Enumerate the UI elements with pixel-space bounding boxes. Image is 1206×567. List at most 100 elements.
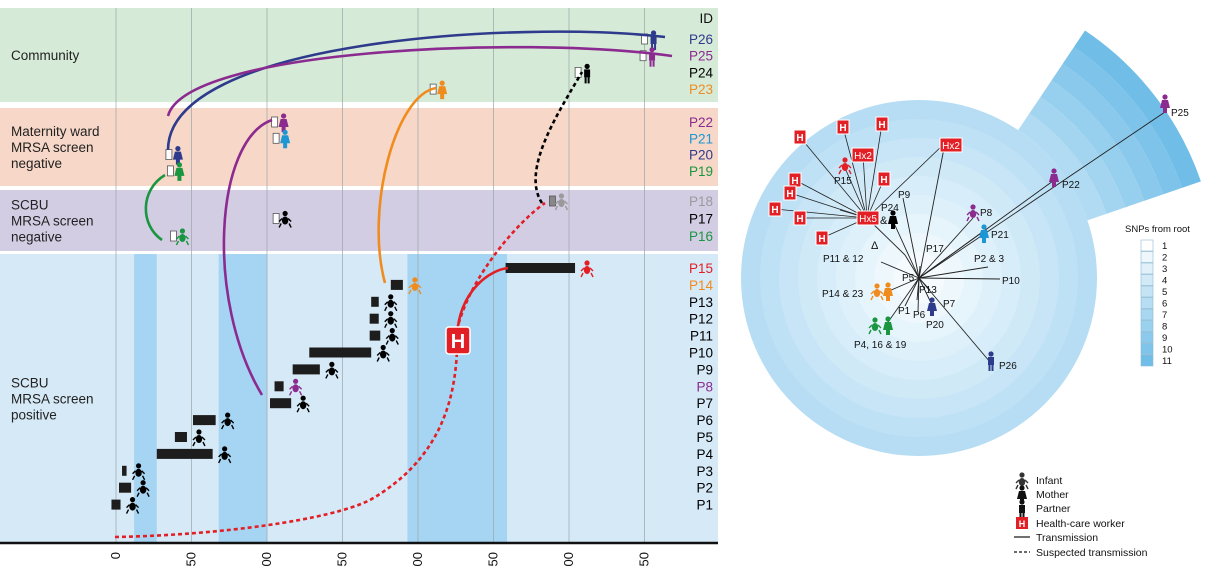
infant-body — [379, 350, 387, 359]
tree-branch — [902, 197, 920, 279]
stay-bar — [369, 330, 381, 341]
tree-branch — [918, 265, 921, 279]
infant-head — [584, 260, 590, 266]
infant-icon — [408, 277, 422, 295]
sample-marker — [170, 230, 177, 242]
snp-wedge-band — [1029, 96, 1126, 214]
partner-torso — [650, 36, 657, 44]
band-label: SCBU — [11, 376, 49, 391]
infant-limbs — [192, 436, 206, 447]
tree-node-label: P2 & 3 — [974, 254, 1004, 265]
mother-icon — [883, 316, 893, 335]
mother-head — [1162, 94, 1168, 100]
tree-branch — [918, 277, 991, 363]
infant-limbs — [580, 267, 594, 278]
tree-branch — [918, 277, 1001, 280]
infant-body — [841, 163, 849, 171]
patient-id-label: P12 — [689, 312, 713, 327]
tree-branch — [918, 142, 946, 279]
patient-id-label: P26 — [689, 32, 713, 47]
hcw-box — [445, 326, 471, 355]
tree-branch — [918, 111, 1166, 279]
infant-icon — [838, 157, 852, 175]
patient-id-label: P23 — [689, 82, 713, 97]
sample-marker — [165, 149, 173, 161]
snp-legend-label: 2 — [1162, 253, 1167, 264]
partner-leg — [991, 365, 994, 371]
hcw-node — [877, 171, 891, 187]
hcw-node-label: H — [839, 123, 846, 134]
mother-head — [1019, 485, 1025, 491]
mother-icon — [927, 297, 937, 316]
partner-leg — [654, 44, 657, 50]
stay-bar — [156, 448, 213, 459]
sample-marker — [639, 50, 647, 62]
shaded-period — [134, 254, 157, 543]
hcw-node-label: H — [878, 120, 885, 131]
snp-legend-swatch — [1140, 251, 1154, 263]
snp-legend-swatch — [1140, 354, 1154, 367]
hcw-node — [783, 185, 797, 201]
partner-leg — [584, 77, 587, 84]
infant-body — [195, 435, 203, 443]
hcw-legend-swatch — [1016, 517, 1028, 529]
snp-legend-swatch — [1140, 262, 1154, 275]
sample-marker — [272, 213, 280, 224]
tree-branch — [880, 261, 920, 279]
band-label: negative — [11, 156, 62, 171]
snp-legend-swatch — [1140, 331, 1154, 344]
partner-head — [649, 47, 655, 53]
patient-id-label: P24 — [689, 65, 714, 80]
partner-leg — [652, 60, 655, 67]
stay-bar — [111, 499, 121, 510]
mother-body — [1017, 491, 1027, 504]
hcw-multi-node — [856, 210, 880, 226]
infant-icon — [1015, 472, 1029, 490]
patient-id-label: P25 — [689, 49, 713, 64]
snp-legend-label: 6 — [1162, 299, 1167, 310]
patient-id-label: P17 — [689, 212, 713, 227]
infant-head — [842, 157, 848, 163]
tree-node-label: P20 — [926, 320, 944, 331]
snp-legend-swatch — [1140, 274, 1154, 286]
snp-legend-swatch — [1140, 285, 1154, 298]
infant-body — [299, 401, 307, 410]
mother-icon — [174, 162, 185, 181]
infant-body — [281, 216, 289, 225]
transmission-arc — [144, 173, 166, 242]
tree-node-label: P7 — [943, 299, 956, 310]
tree-branch — [866, 142, 946, 219]
snp-legend-swatch — [1140, 297, 1154, 309]
partner-torso — [988, 357, 994, 365]
tree-branch — [892, 220, 920, 279]
stay-bar — [505, 263, 576, 273]
infant-icon — [218, 446, 232, 464]
tree-node-label: P11 & 12 — [823, 254, 864, 265]
infant-icon — [192, 429, 206, 447]
infant-limbs — [376, 352, 390, 362]
tree-node-label: P25 — [1171, 108, 1189, 119]
sample-marker — [574, 67, 582, 78]
infant-limbs — [278, 218, 292, 228]
stay-bar — [390, 279, 403, 290]
hcw-multi-node — [851, 147, 875, 163]
infant-head — [225, 412, 231, 418]
infant-icon — [966, 204, 980, 222]
legend-item-label: Mother — [1036, 489, 1069, 501]
mother-body — [1049, 174, 1059, 187]
snp-legend-label: 4 — [1162, 276, 1167, 287]
infant-limbs — [384, 301, 398, 312]
location-band — [0, 254, 718, 543]
hcw-multi-label: Hx2 — [942, 141, 960, 152]
stay-bar — [309, 347, 372, 358]
infant-icon — [384, 294, 398, 312]
infant-body — [139, 485, 147, 494]
infant-icon — [136, 480, 150, 498]
infant-icon — [125, 497, 140, 514]
infant-head — [329, 361, 335, 367]
infant-limbs — [870, 290, 884, 301]
stay-bar — [270, 398, 292, 409]
patient-id-label: P9 — [696, 362, 713, 377]
infant-icon — [580, 260, 594, 278]
infant-body — [224, 418, 231, 427]
